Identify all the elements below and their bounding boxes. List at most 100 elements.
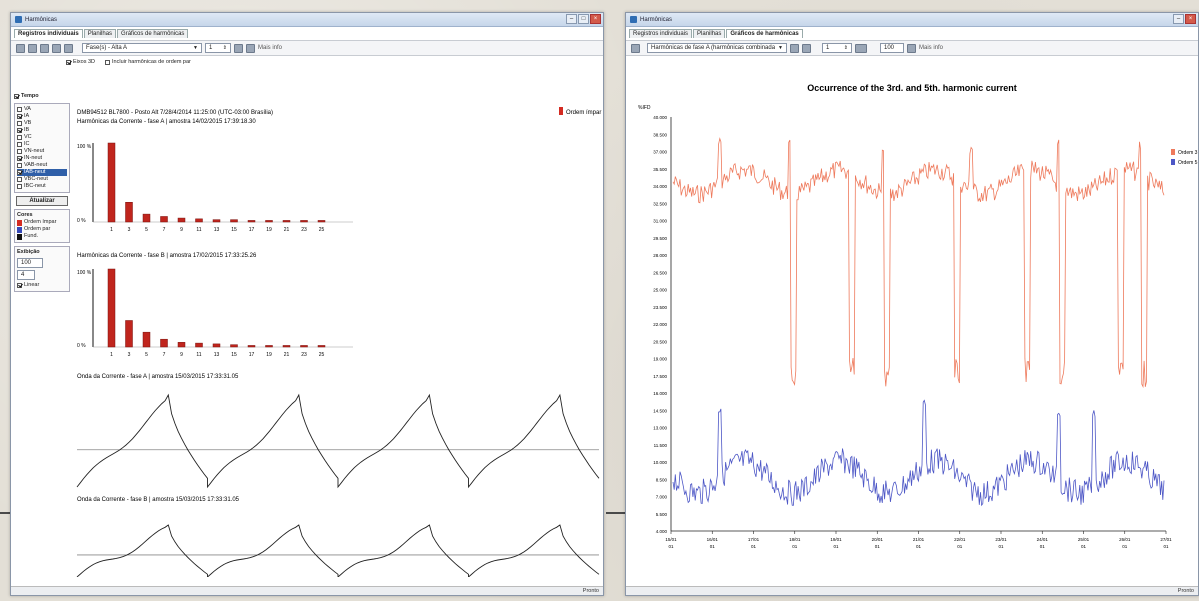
copy-icon[interactable] <box>16 43 25 53</box>
series-line-ordem-3 <box>672 137 1165 389</box>
tab-spreadsheets[interactable]: Planilhas <box>83 29 117 38</box>
channel-item[interactable]: VA <box>17 106 67 113</box>
zoom-input[interactable]: 100 <box>880 43 904 53</box>
channel-checkbox[interactable] <box>17 184 22 189</box>
spinner-input[interactable]: 1 ⇕ <box>822 43 852 53</box>
channel-item[interactable]: IA <box>17 113 67 120</box>
tab-individual-records[interactable]: Registros individuais <box>629 29 693 38</box>
harmonic-bar <box>107 268 116 348</box>
zoom-icon[interactable] <box>234 43 243 53</box>
x-tick-label: 1 <box>110 352 113 358</box>
x-tick-label: 01 <box>875 544 881 549</box>
y-tick-label: 28.000 <box>653 253 667 258</box>
channel-label: VC <box>24 134 32 140</box>
more-info-link[interactable]: Mais info <box>919 45 944 51</box>
channel-item[interactable]: IAB-neut <box>17 169 67 176</box>
phase-select[interactable]: Fase(s) - Alta A ▼ <box>82 43 202 53</box>
color-item[interactable]: Ordem par <box>17 226 67 233</box>
channel-label: VN-neut <box>24 148 45 154</box>
minimize-button[interactable]: – <box>1173 14 1184 24</box>
time-radio[interactable]: Tempo <box>14 93 70 100</box>
channel-checkbox[interactable] <box>17 156 22 161</box>
tab-harmonic-charts[interactable]: Gráficos de harmônicas <box>726 29 803 38</box>
decorative-rule <box>606 512 630 514</box>
channel-checkbox[interactable] <box>17 128 22 133</box>
time-checkbox[interactable] <box>14 94 19 99</box>
even-order-label: Incluir harmônicas de ordem par <box>112 59 191 65</box>
channel-item[interactable]: IC <box>17 141 67 148</box>
channel-item[interactable]: VN-neut <box>17 148 67 155</box>
minimize-button[interactable]: – <box>566 14 577 24</box>
save-icon[interactable] <box>802 43 811 53</box>
tab-individual-records[interactable]: Registros individuais <box>14 29 83 38</box>
print-icon[interactable] <box>40 43 49 53</box>
app-icon <box>15 16 22 23</box>
channel-checkbox[interactable] <box>17 170 22 175</box>
y-tick-label: 34.000 <box>653 184 667 189</box>
x-tick-label: 01 <box>792 544 798 549</box>
color-swatch[interactable] <box>17 219 22 226</box>
export-icon[interactable] <box>28 43 37 53</box>
print-icon[interactable] <box>790 43 799 53</box>
channel-checkbox[interactable] <box>17 163 22 168</box>
linear-label: Linear <box>24 282 40 288</box>
linear-option[interactable]: Linear <box>17 282 67 289</box>
spinner-input[interactable]: 1 ⇕ <box>205 43 231 53</box>
zoom-icon[interactable] <box>907 43 916 53</box>
color-label: Ordem ímpar <box>24 219 57 225</box>
channel-checkbox[interactable] <box>17 114 22 119</box>
x-tick-label: 5 <box>145 227 148 233</box>
series-line-ordem-5 <box>672 399 1165 507</box>
copy-icon[interactable] <box>631 43 640 53</box>
maximize-button[interactable]: □ <box>578 14 589 24</box>
x-tick-label: 19/01 <box>830 537 842 542</box>
channel-checkbox[interactable] <box>17 121 22 126</box>
toolbar: Fase(s) - Alta A ▼ 1 ⇕ Mais info <box>11 40 603 56</box>
channel-item[interactable]: IBC-neut <box>17 183 67 190</box>
channel-item[interactable]: IB <box>17 127 67 134</box>
color-swatch[interactable] <box>17 226 22 233</box>
tab-spreadsheets[interactable]: Planilhas <box>693 29 726 38</box>
channel-checkbox[interactable] <box>17 135 22 140</box>
spinner-arrows-icon[interactable]: ⇕ <box>843 45 848 51</box>
harmonics-charts-panel: DMB94512 BL7800 - Posto Alt 7/28/4/2014 … <box>76 107 601 577</box>
channel-checkbox[interactable] <box>17 107 22 112</box>
channel-item[interactable]: VBC-neut <box>17 176 67 183</box>
info-icon[interactable] <box>246 43 255 53</box>
channel-item[interactable]: IN-neut <box>17 155 67 162</box>
color-item[interactable]: Fund. <box>17 233 67 240</box>
zoom-input[interactable]: 100 <box>17 258 43 268</box>
x-tick-label: 11 <box>196 352 201 358</box>
channel-item[interactable]: VC <box>17 134 67 141</box>
spinner-arrows-icon[interactable]: ⇕ <box>222 45 227 51</box>
arrow-right-icon[interactable] <box>855 43 867 53</box>
channel-checkbox[interactable] <box>17 142 22 147</box>
3d-checkbox[interactable] <box>66 60 71 65</box>
close-button[interactable]: × <box>1185 14 1196 24</box>
update-button[interactable]: Atualizar <box>16 196 68 206</box>
y-tick-label: 31.000 <box>653 219 667 224</box>
y-tick-label: 19.000 <box>653 357 667 362</box>
chevron-down-icon: ▼ <box>193 45 198 51</box>
even-order-checkbox[interactable] <box>105 60 111 65</box>
close-button[interactable]: × <box>590 14 601 24</box>
more-info-link[interactable]: Mais info <box>258 45 283 51</box>
channel-item[interactable]: VAB-neut <box>17 162 67 169</box>
step-input[interactable]: 4 <box>17 270 35 280</box>
legend-label: Ordem ímpar <box>566 110 601 116</box>
channel-checkbox[interactable] <box>17 149 22 154</box>
x-tick-label: 19 <box>266 352 272 358</box>
channel-item[interactable]: VB <box>17 120 67 127</box>
preview-icon[interactable] <box>52 43 61 53</box>
save-icon[interactable] <box>64 43 73 53</box>
color-item[interactable]: Ordem ímpar <box>17 219 67 226</box>
harmonic-select[interactable]: Harmônicas de fase A (harmônicas combina… <box>647 43 787 53</box>
harmonic-bar <box>177 217 186 223</box>
linear-checkbox[interactable] <box>17 283 22 288</box>
channel-checkbox[interactable] <box>17 177 22 182</box>
tab-harmonic-charts[interactable]: Gráficos de harmônicas <box>117 29 189 38</box>
x-tick-label: 13 <box>214 352 220 358</box>
y-tick-label: 20.500 <box>653 339 667 344</box>
color-swatch[interactable] <box>17 233 22 240</box>
x-tick-label: 15 <box>231 227 237 233</box>
